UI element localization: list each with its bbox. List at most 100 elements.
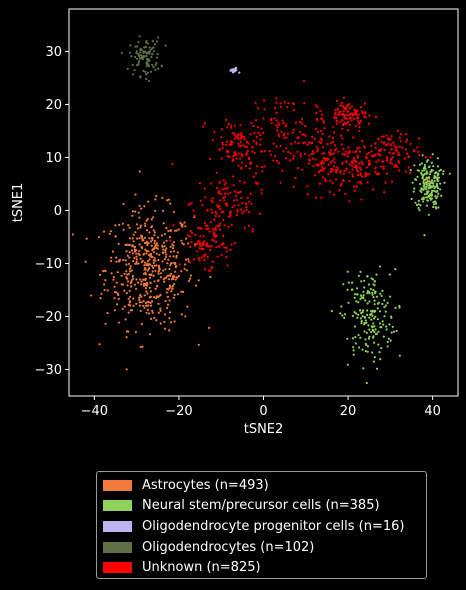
scatter-point (144, 273, 147, 276)
scatter-point (421, 154, 424, 157)
scatter-point (365, 343, 368, 347)
scatter-point (152, 274, 155, 277)
scatter-point (389, 295, 392, 298)
scatter-point (138, 57, 142, 60)
scatter-point (393, 144, 396, 147)
scatter-point (113, 297, 116, 300)
scatter-point (337, 150, 340, 153)
scatter-point (239, 190, 242, 193)
scatter-point (136, 57, 139, 60)
scatter-point (198, 247, 201, 250)
scatter-point (117, 297, 120, 300)
scatter-point (156, 52, 159, 56)
scatter-point (226, 155, 229, 158)
scatter-point (228, 143, 231, 147)
scatter-point (170, 272, 173, 275)
scatter-point (239, 208, 243, 211)
scatter-point (361, 348, 364, 351)
scatter-point (426, 199, 429, 202)
scatter-point (348, 107, 352, 110)
scatter-point (141, 235, 144, 238)
scatter-point (398, 354, 401, 357)
scatter-point (233, 69, 236, 72)
scatter-point (165, 291, 168, 294)
scatter-point (289, 152, 292, 155)
scatter-point (246, 149, 250, 152)
scatter-point (360, 168, 363, 171)
scatter-point (275, 159, 279, 163)
scatter-point (220, 157, 223, 160)
scatter-point (151, 238, 154, 242)
scatter-point (135, 50, 138, 53)
scatter-point (347, 146, 350, 149)
scatter-point (303, 101, 306, 105)
scatter-point (155, 246, 158, 250)
scatter-point (283, 132, 286, 135)
scatter-point (147, 250, 150, 253)
scatter-point (254, 181, 257, 184)
scatter-point (99, 297, 102, 300)
scatter-point (395, 329, 398, 333)
scatter-point (165, 255, 168, 258)
scatter-point (316, 105, 319, 108)
scatter-point (134, 193, 137, 196)
scatter-point (143, 306, 146, 309)
scatter-point (415, 203, 419, 207)
scatter-point (261, 150, 264, 153)
scatter-point (357, 181, 360, 184)
scatter-point (359, 309, 362, 312)
scatter-point (132, 240, 135, 243)
scatter-point (341, 314, 344, 317)
scatter-point (142, 69, 145, 73)
scatter-point (316, 148, 320, 151)
y-tick-label: 0 (54, 204, 62, 219)
scatter-point (448, 172, 451, 175)
scatter-point (388, 323, 391, 326)
scatter-point (270, 117, 273, 120)
scatter-point (365, 381, 368, 385)
scatter-point (145, 73, 148, 76)
scatter-point (429, 197, 432, 200)
scatter-point (279, 181, 282, 184)
scatter-point (133, 257, 136, 260)
scatter-point (255, 119, 258, 122)
scatter-point (166, 274, 169, 278)
scatter-point (354, 164, 358, 167)
scatter-point (428, 173, 432, 176)
scatter-point (356, 154, 359, 157)
scatter-point (166, 199, 169, 202)
scatter-point (153, 242, 156, 245)
scatter-point (225, 143, 228, 146)
scatter-point (132, 260, 135, 263)
scatter-point (161, 251, 164, 254)
scatter-point (351, 168, 354, 171)
scatter-point (353, 189, 356, 192)
scatter-point (125, 292, 128, 295)
scatter-point (147, 312, 151, 315)
scatter-point (384, 310, 387, 313)
scatter-point (308, 158, 311, 161)
scatter-point (130, 269, 133, 272)
scatter-point (218, 180, 221, 183)
scatter-point (140, 207, 143, 210)
scatter-point (321, 176, 325, 179)
scatter-point (138, 60, 141, 63)
scatter-point (225, 118, 228, 121)
scatter-point (371, 291, 374, 294)
scatter-point (211, 200, 214, 203)
scatter-point (276, 129, 279, 132)
scatter-point (355, 312, 358, 315)
scatter-point (154, 209, 157, 212)
scatter-point (367, 283, 370, 286)
scatter-point (353, 293, 356, 296)
scatter-point (231, 140, 234, 144)
scatter-point (155, 295, 158, 298)
scatter-point (159, 307, 162, 310)
scatter-point (155, 56, 158, 59)
scatter-point (235, 214, 238, 217)
scatter-point (114, 235, 117, 238)
scatter-point (250, 202, 253, 205)
scatter-point (129, 309, 132, 312)
scatter-point (116, 292, 119, 295)
scatter-point (432, 203, 436, 206)
